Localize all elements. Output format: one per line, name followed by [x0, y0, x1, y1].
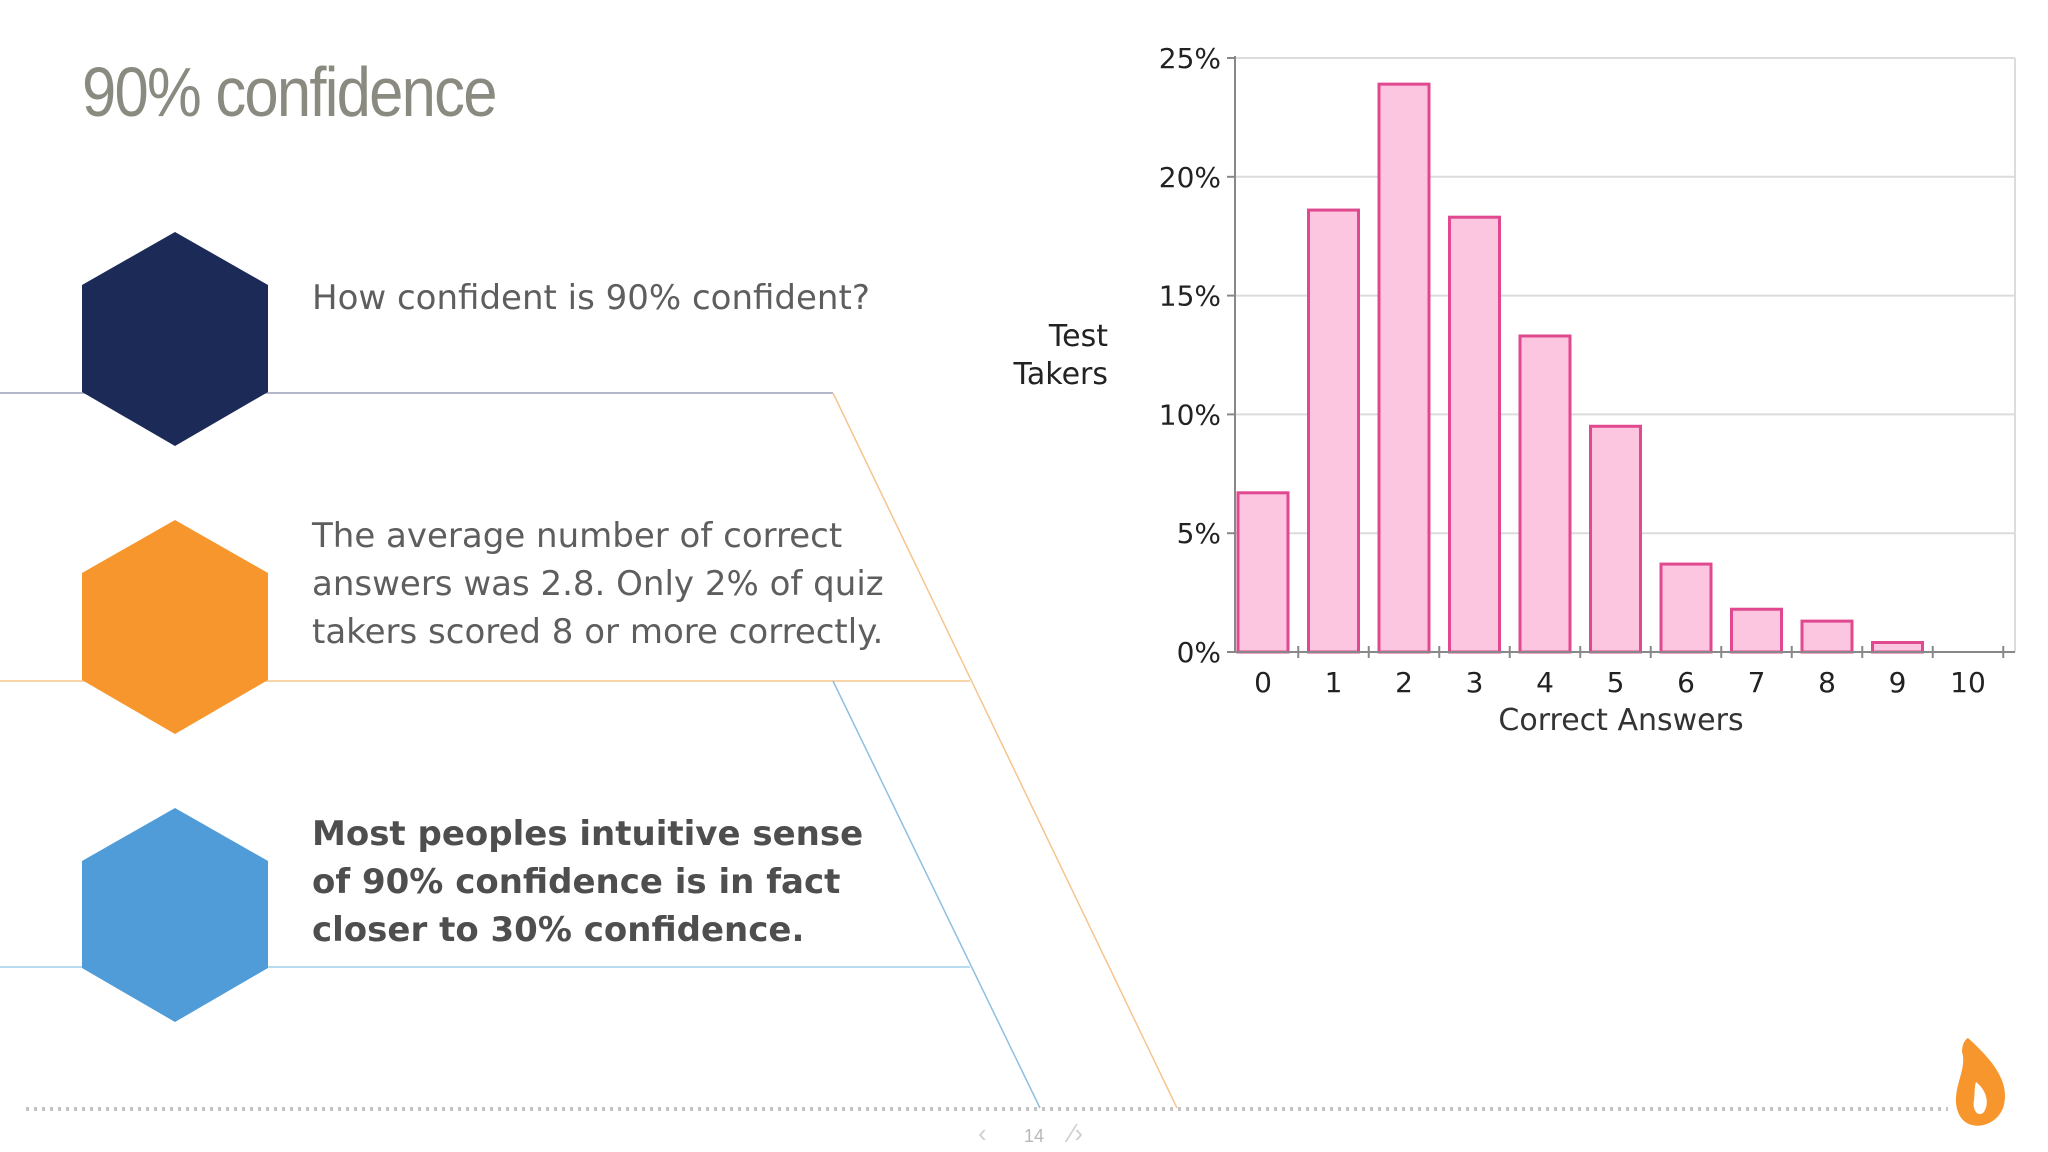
bar-5 — [1589, 424, 1642, 654]
bullet-3-text: Most peoples intuitive sense of 90% conf… — [312, 810, 863, 954]
bar-4 — [1518, 334, 1572, 654]
x-tick-label: 10 — [1950, 666, 1986, 699]
flame-logo-icon — [1955, 1038, 2006, 1126]
bar-9 — [1871, 640, 1924, 654]
bullet-2-line-1: The average number of correct — [312, 516, 843, 556]
bar-6 — [1659, 562, 1713, 654]
x-axis-label: Correct Answers — [1498, 703, 1743, 738]
y-tick-label: 20% — [1159, 161, 1221, 194]
bullet-3-line-1: Most peoples intuitive sense — [312, 814, 864, 854]
bullet-1-line-1: How confident is 90% confident? — [312, 278, 870, 318]
x-tick-label: 3 — [1466, 666, 1484, 699]
x-tick-label: 6 — [1677, 666, 1695, 699]
y-tick-label: 15% — [1159, 280, 1221, 313]
bar-3 — [1448, 215, 1501, 654]
bar-2 — [1377, 82, 1431, 654]
bar-1 — [1307, 208, 1360, 654]
x-tick-label: 5 — [1607, 666, 1625, 699]
slide-title: 90% confidence — [82, 53, 497, 131]
bullet-2-line-2: answers was 2.8. Only 2% of quiz — [312, 564, 884, 604]
diagonal-line-blue — [832, 680, 1041, 1109]
x-tick-label: 7 — [1748, 666, 1766, 699]
x-tick-label: 2 — [1395, 666, 1413, 699]
chart-axes: 0% 5% 10% 15% 20% 25% 0 1 2 3 4 5 6 7 8 9 10 — [1159, 42, 2015, 699]
x-tick-label: 8 — [1818, 666, 1836, 699]
bar-8 — [1800, 619, 1854, 654]
bullet-2-line-3: takers scored 8 or more correctly. — [312, 612, 884, 652]
next-slide-button[interactable]: ⁄› — [1070, 1118, 1083, 1148]
chart-bars — [1236, 82, 1924, 654]
bar-0 — [1236, 491, 1290, 654]
x-tick-label: 9 — [1889, 666, 1907, 699]
blue-hexagon-icon — [82, 808, 268, 1022]
bullet-3-line-2: of 90% confidence is in fact — [312, 862, 841, 902]
orange-hexagon-icon — [82, 520, 268, 734]
bullet-2-text: The average number of correct answers wa… — [312, 512, 884, 656]
x-tick-label: 0 — [1254, 666, 1272, 699]
y-tick-label: 25% — [1159, 42, 1221, 75]
y-tick-label: 0% — [1177, 636, 1221, 669]
prev-slide-button[interactable]: ‹ — [978, 1118, 987, 1148]
y-axis-label-line-2: Takers — [1013, 357, 1108, 392]
chart-grid — [1235, 57, 2016, 652]
navy-hexagon-icon — [82, 232, 268, 446]
y-tick-label: 10% — [1159, 398, 1221, 431]
slide-number: 14 — [1024, 1126, 1045, 1146]
bullet-1-text: How confident is 90% confident? — [312, 274, 870, 322]
bullet-3-line-3: closer to 30% confidence. — [312, 910, 805, 950]
y-tick-label: 5% — [1177, 517, 1221, 550]
bar-chart: 0% 5% 10% 15% 20% 25% 0 1 2 3 4 5 6 7 8 9 10 Test Takers… — [1013, 42, 2016, 738]
y-axis-label-line-1: Test — [1048, 319, 1108, 354]
bar-7 — [1730, 607, 1783, 654]
x-tick-label: 4 — [1536, 666, 1554, 699]
diagonal-line-orange — [832, 392, 1178, 1109]
x-tick-label: 1 — [1325, 666, 1343, 699]
